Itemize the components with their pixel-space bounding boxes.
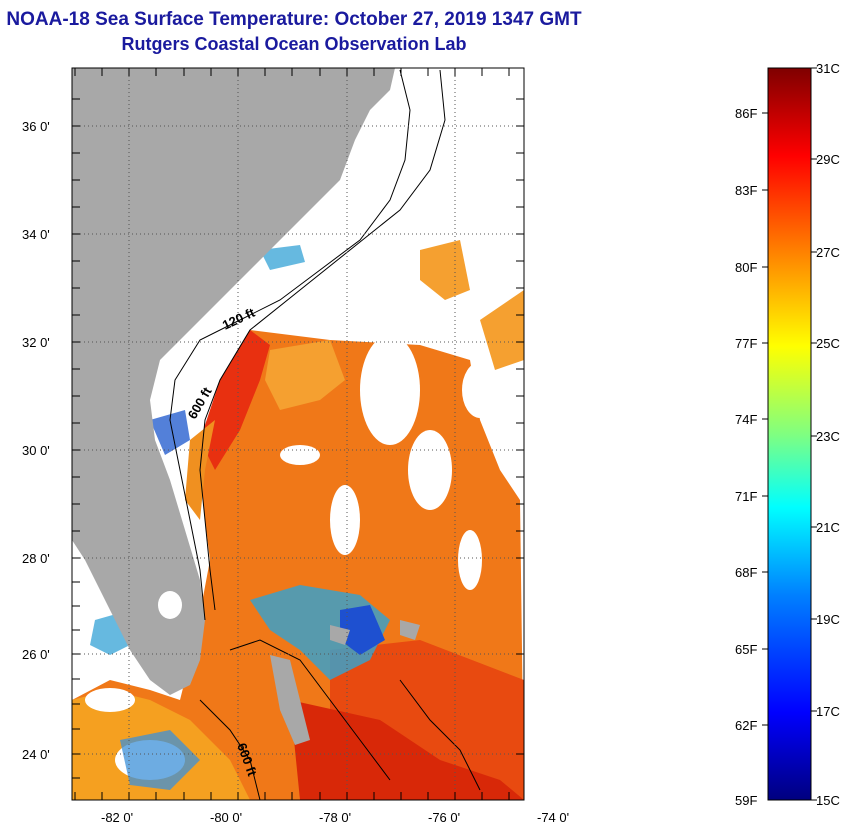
longitude-label: -82 0' — [101, 810, 133, 825]
fahrenheit-label: 86F — [735, 106, 757, 121]
frame-ticks — [72, 68, 524, 800]
fahrenheit-label: 74F — [735, 412, 757, 427]
map-title: NOAA-18 Sea Surface Temperature: October… — [6, 9, 582, 30]
celsius-label: 17C — [816, 704, 840, 719]
longitude-label: -80 0' — [210, 810, 242, 825]
land-mass — [72, 68, 420, 745]
celsius-label: 19C — [816, 612, 840, 627]
colorbar-ticks — [762, 67, 817, 801]
latitude-label: 32 0' — [22, 335, 50, 350]
temperature-colorbar — [767, 67, 812, 801]
celsius-label: 29C — [816, 152, 840, 167]
celsius-label: 15C — [816, 793, 840, 808]
latitude-label: 28 0' — [22, 551, 50, 566]
fahrenheit-label: 65F — [735, 642, 757, 657]
fahrenheit-label: 68F — [735, 565, 757, 580]
map-area — [72, 68, 524, 800]
celsius-label: 27C — [816, 245, 840, 260]
map-frame — [71, 67, 525, 801]
longitude-label: -74 0' — [537, 810, 569, 825]
fahrenheit-label: 80F — [735, 260, 757, 275]
fahrenheit-label: 77F — [735, 336, 757, 351]
latitude-label: 26 0' — [22, 647, 50, 662]
fahrenheit-label: 83F — [735, 183, 757, 198]
fahrenheit-label: 59F — [735, 793, 757, 808]
celsius-label: 21C — [816, 520, 840, 535]
bathymetry-contours — [169, 69, 481, 800]
map-subtitle: Rutgers Coastal Ocean Observation Lab — [121, 34, 467, 54]
latitude-label: 36 0' — [22, 119, 50, 134]
latitude-label: 34 0' — [22, 227, 50, 242]
celsius-label: 25C — [816, 336, 840, 351]
celsius-label: 23C — [816, 429, 840, 444]
graticule — [72, 68, 524, 800]
longitude-label: -78 0' — [319, 810, 351, 825]
celsius-label: 31C — [816, 61, 840, 76]
fahrenheit-label: 62F — [735, 718, 757, 733]
longitude-label: -76 0' — [428, 810, 460, 825]
latitude-label: 24 0' — [22, 747, 50, 762]
latitude-label: 30 0' — [22, 443, 50, 458]
fahrenheit-label: 71F — [735, 489, 757, 504]
